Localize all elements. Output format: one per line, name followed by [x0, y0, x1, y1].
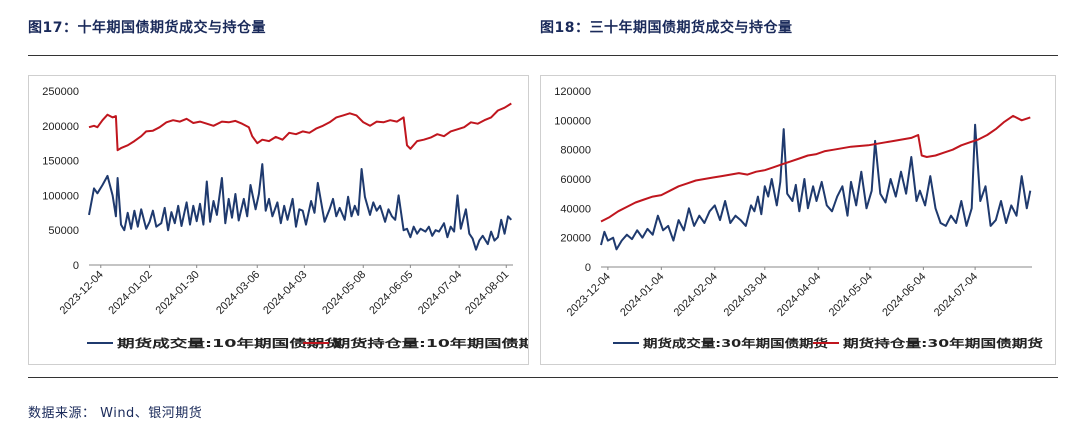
x-tick-label: 2023-12-04 — [58, 269, 106, 317]
x-tick-label: 2024-08-01 — [463, 269, 511, 317]
x-tick-label: 2024-04-03 — [261, 269, 309, 317]
x-tick-label: 2024-02-04 — [672, 271, 720, 319]
chart-panel-left: 0 50000 100000 150000 200000 250000 2023-12-04… — [28, 75, 529, 365]
y-tick-label: 150000 — [42, 156, 79, 168]
legend-label: 期货持仓量:30年期国债期货 — [843, 336, 1043, 350]
x-tick-label: 2024-05-08 — [320, 269, 368, 317]
legend-label: 期货成交量:10年期国债期货 — [117, 336, 342, 350]
x-tick-label: 2024-01-02 — [106, 269, 154, 317]
y-tick-label: 50000 — [48, 225, 79, 237]
x-tick-label: 2024-07-04 — [932, 271, 980, 319]
legend-label: 期货成交量:30年期国债期货 — [643, 336, 828, 350]
bottom-rule — [28, 377, 1058, 378]
y-tick-label: 120000 — [554, 86, 591, 98]
source-note: 数据来源： Wind、银河期货 — [28, 406, 203, 421]
legend-label: 期货持仓量:10年期国债期货 — [333, 336, 528, 350]
x-tick-label: 2024-07-04 — [416, 269, 464, 317]
top-rule — [28, 55, 1058, 56]
x-tick-label: 2024-06-04 — [880, 271, 928, 319]
x-tick-label: 2024-05-04 — [827, 271, 875, 319]
series-line-volume — [88, 163, 513, 251]
x-tick-label: 2024-03-04 — [722, 271, 770, 319]
chart-right: 0 20000 40000 60000 80000 100000 120000 2023-12… — [554, 86, 1043, 350]
y-tick-label: 40000 — [560, 203, 591, 215]
chart-panel-right: 0 20000 40000 60000 80000 100000 120000 2023-12… — [540, 75, 1056, 365]
y-tick-label: 80000 — [560, 145, 591, 157]
y-tick-label: 60000 — [560, 174, 591, 186]
figure-title-right: 图18：三十年期国债期货成交与持仓量 — [540, 20, 793, 36]
y-tick-label: 0 — [73, 260, 79, 272]
x-tick-label: 2024-04-04 — [775, 271, 823, 319]
series-line-open-interest — [88, 102, 512, 152]
y-tick-label: 200000 — [42, 121, 79, 133]
y-tick-label: 100000 — [42, 190, 79, 202]
x-tick-label: 2024-06-05 — [367, 269, 415, 317]
chart-left: 0 50000 100000 150000 200000 250000 2023-12-04… — [42, 86, 528, 350]
y-tick-label: 0 — [585, 262, 591, 274]
series-line-open-interest — [600, 114, 1031, 223]
x-tick-label: 2024-01-30 — [154, 269, 202, 317]
figure-title-left: 图17：十年期国债期货成交与持仓量 — [28, 20, 266, 36]
y-tick-label: 20000 — [560, 233, 591, 245]
x-tick-label: 2023-12-04 — [565, 271, 613, 319]
y-tick-label: 250000 — [42, 86, 79, 98]
x-tick-label: 2024-01-04 — [618, 271, 666, 319]
x-tick-label: 2024-03-06 — [214, 269, 262, 317]
series-line-volume — [600, 123, 1032, 251]
y-tick-label: 100000 — [554, 115, 591, 127]
